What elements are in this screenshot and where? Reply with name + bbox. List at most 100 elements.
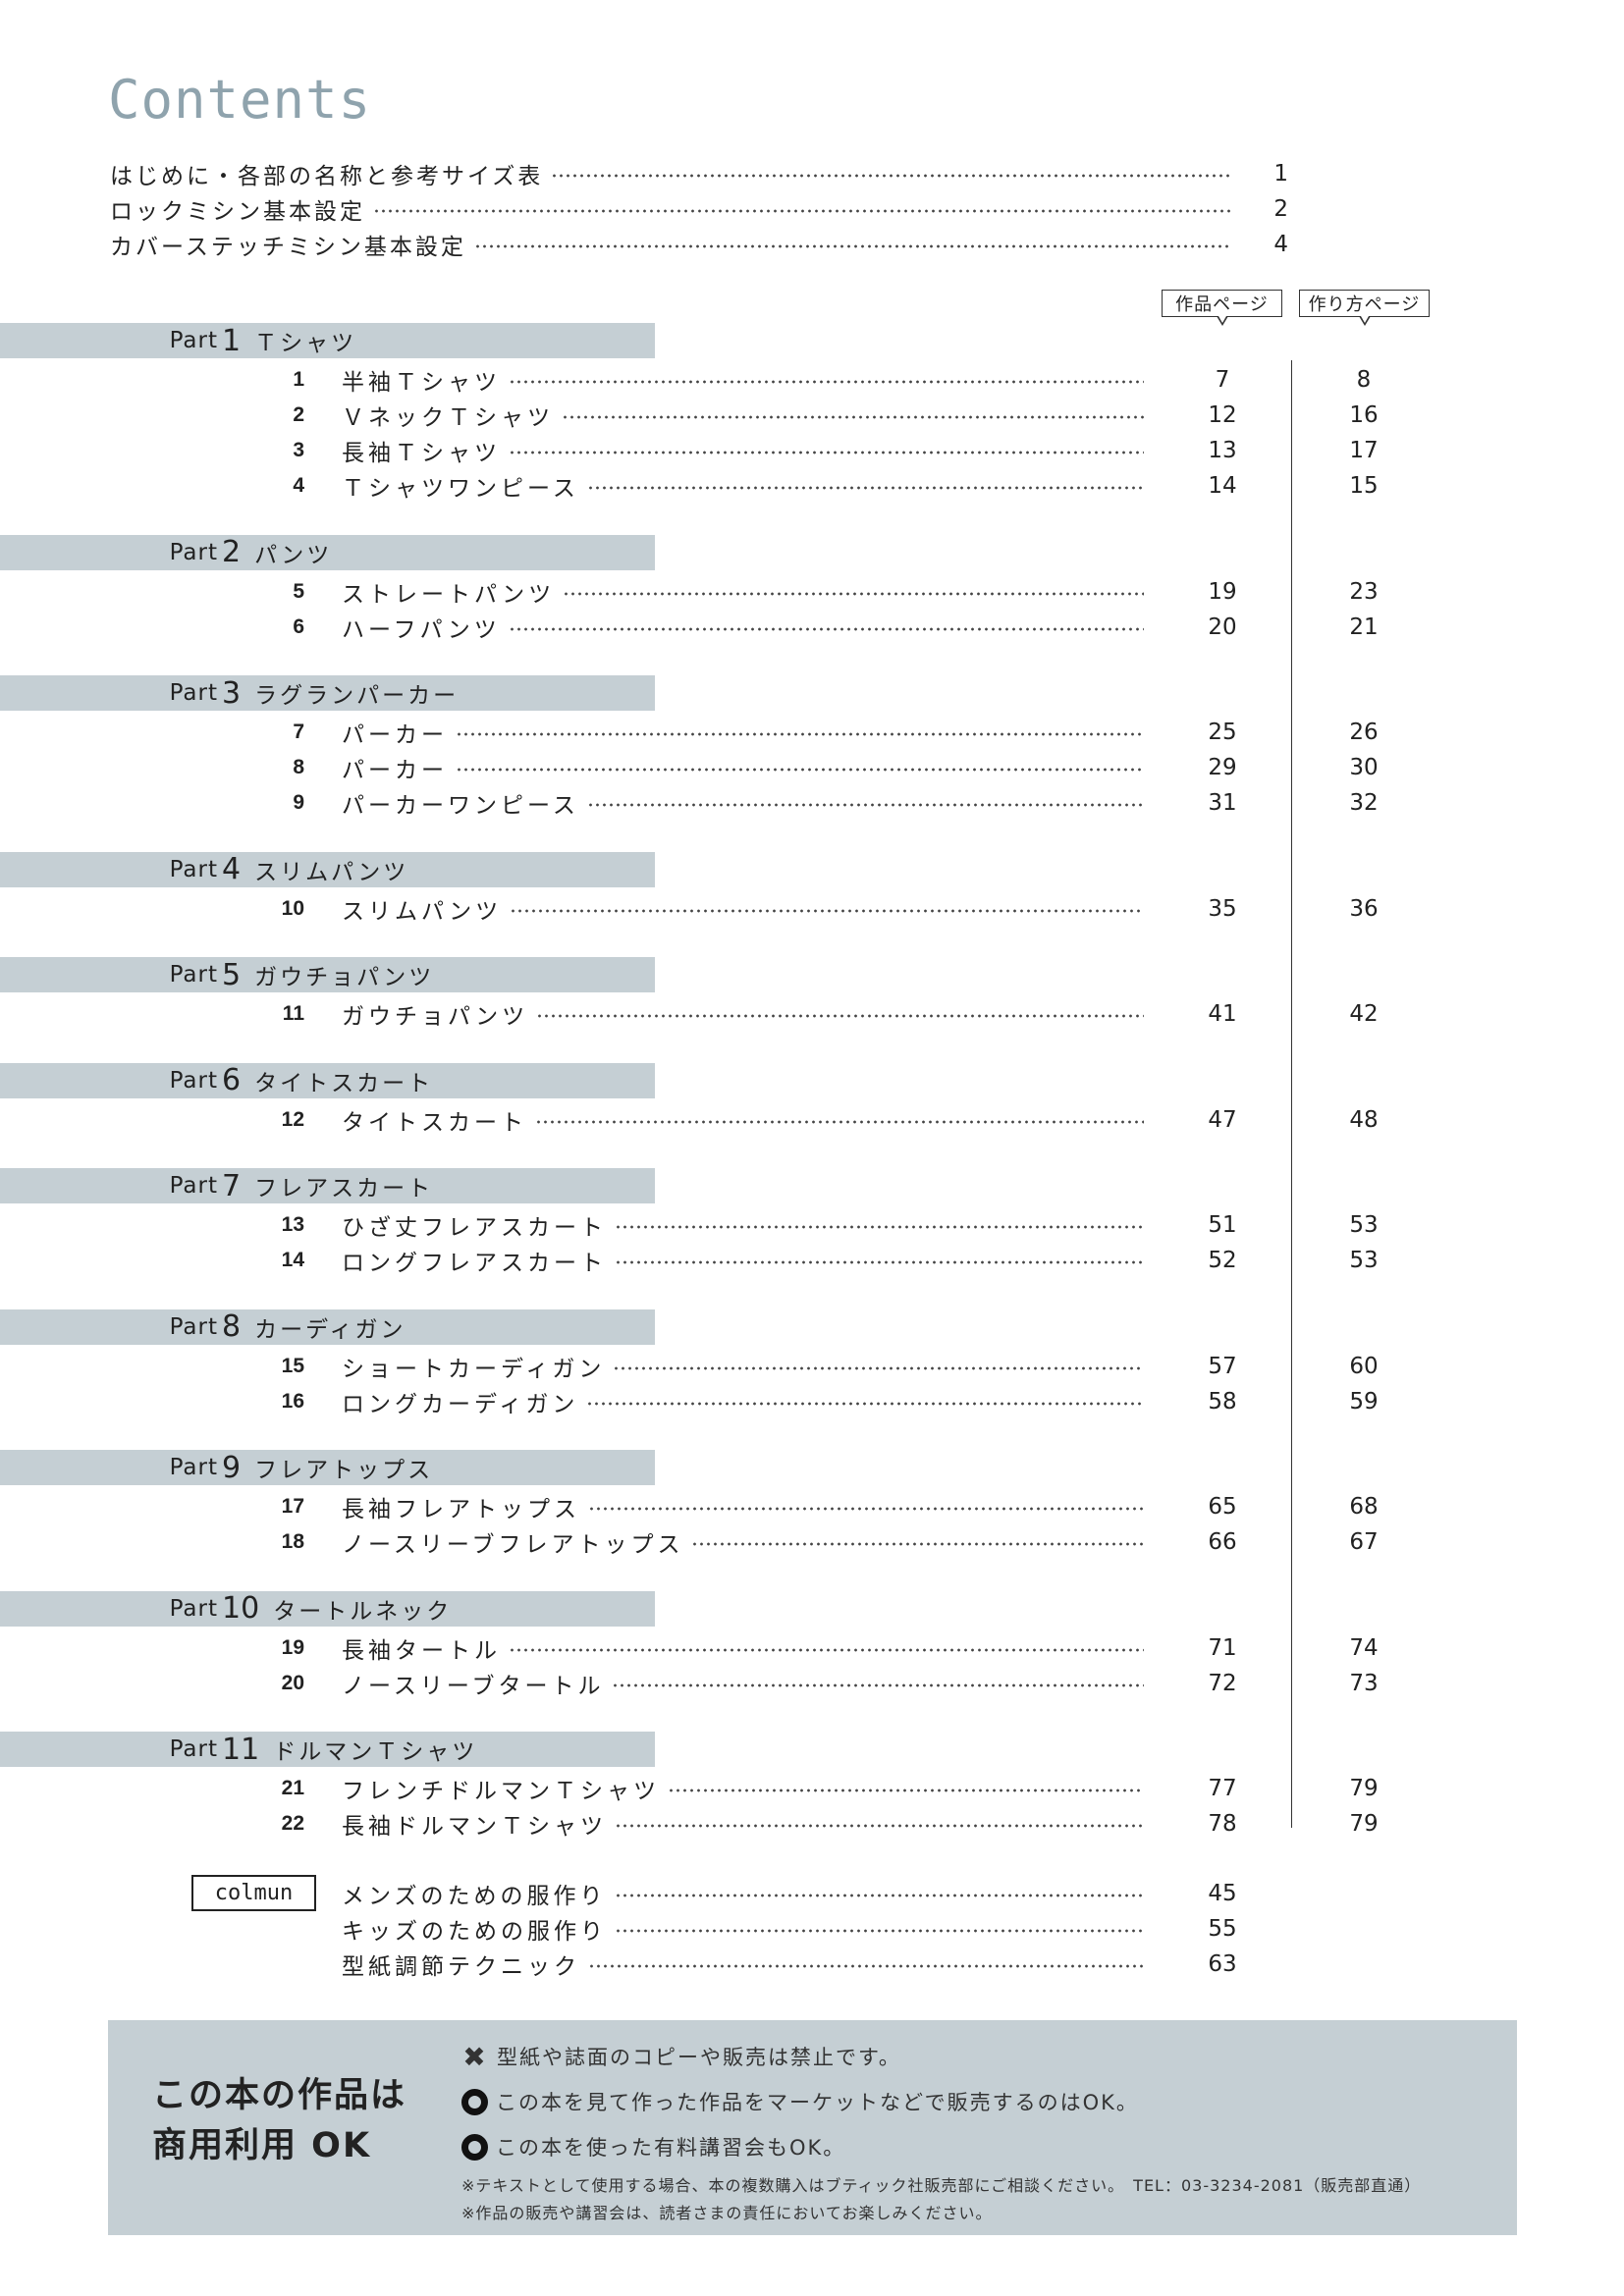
toc-item[interactable]: 4 Ｔシャツワンピース 14 15 xyxy=(0,468,1624,504)
work-page-number: 14 xyxy=(1208,473,1237,499)
part-title: タイトスカート xyxy=(254,1070,434,1096)
toc-item[interactable]: 3 長袖Ｔシャツ 13 17 xyxy=(0,433,1624,468)
item-number: 12 xyxy=(281,1107,304,1131)
column-item[interactable]: 型紙調節テクニック 63 xyxy=(0,1947,1624,1982)
part-header[interactable]: Part 2 パンツ xyxy=(0,534,655,570)
work-page-number: 66 xyxy=(1208,1529,1237,1555)
toc-item[interactable]: 9 パーカーワンピース 31 32 xyxy=(0,785,1624,821)
dot-leader xyxy=(588,1507,1144,1511)
toc-item[interactable]: 5 ストレートパンツ 19 23 xyxy=(0,574,1624,610)
item-number: 3 xyxy=(293,439,304,461)
item-title: ガウチョパンツ xyxy=(342,1004,529,1030)
column-item[interactable]: キッズのための服作り 55 xyxy=(0,1911,1624,1947)
toc-item[interactable]: 16 ロングカーディガン 58 59 xyxy=(0,1384,1624,1419)
notice-title-line2: 商用利用 OK xyxy=(152,2126,372,2165)
notice-title-line1: この本の作品は xyxy=(152,2076,407,2115)
circle-icon xyxy=(461,2133,488,2161)
toc-item[interactable]: 13 ひざ丈フレアスカート 51 53 xyxy=(0,1207,1624,1243)
part-header[interactable]: Part 11 ドルマンＴシャツ xyxy=(0,1732,655,1767)
part-header[interactable]: Part 7 フレアスカート xyxy=(0,1168,655,1203)
intro-item-page: 1 xyxy=(1273,161,1288,187)
toc-item[interactable]: 22 長袖ドルマンＴシャツ 78 79 xyxy=(0,1806,1624,1842)
howto-page-number: 60 xyxy=(1349,1353,1379,1379)
part-label: Part xyxy=(169,1595,218,1622)
toc-item[interactable]: 6 ハーフパンツ 20 21 xyxy=(0,610,1624,645)
item-title: 半袖Ｔシャツ xyxy=(342,370,501,396)
part-section: Part 5 ガウチョパンツ 11 ガウチョパンツ 41 42 xyxy=(0,957,1624,1032)
column-list: メンズのための服作り 45 キッズのための服作り 55 型紙調節テクニック 63 xyxy=(0,1876,1624,1982)
howto-page-number: 59 xyxy=(1349,1388,1379,1415)
dot-leader xyxy=(535,1119,1144,1124)
howto-page-number: 53 xyxy=(1349,1212,1379,1238)
page-title: Contents xyxy=(108,69,372,131)
part-label: Part xyxy=(169,539,218,565)
part-section: Part 6 タイトスカート 12 タイトスカート 47 48 xyxy=(0,1062,1624,1138)
part-header[interactable]: Part 5 ガウチョパンツ xyxy=(0,957,655,992)
howto-page-number: 17 xyxy=(1349,438,1379,463)
toc-item[interactable]: 2 ＶネックＴシャツ 12 16 xyxy=(0,398,1624,433)
item-title: ノースリーブフレアトップス xyxy=(342,1532,684,1558)
toc-item[interactable]: 20 ノースリーブタートル 72 73 xyxy=(0,1666,1624,1701)
toc-item[interactable]: 8 パーカー 29 30 xyxy=(0,750,1624,785)
intro-item[interactable]: はじめに・各部の名称と参考サイズ表 1 xyxy=(110,156,1288,191)
dot-leader xyxy=(588,1964,1144,1968)
howto-page-number: 79 xyxy=(1349,1776,1379,1801)
dot-leader xyxy=(510,908,1144,913)
column-item-title: キッズのための服作り xyxy=(342,1919,607,1945)
howto-page-number: 32 xyxy=(1349,790,1379,816)
part-header[interactable]: Part 10 タートルネック xyxy=(0,1590,655,1627)
part-section: Part 10 タートルネック 19 長袖タートル 71 74 20 ノースリー… xyxy=(0,1590,1624,1701)
howto-page-number: 73 xyxy=(1349,1670,1379,1696)
rule-item: この本を使った有料講習会もOK。 xyxy=(461,2124,1139,2169)
part-section: Part 2 パンツ 5 ストレートパンツ 19 23 6 ハーフパンツ 20 … xyxy=(0,534,1624,645)
dot-leader xyxy=(536,1014,1144,1018)
part-label: Part xyxy=(169,1173,218,1199)
part-header[interactable]: Part 1 Ｔシャツ xyxy=(0,323,655,358)
column-item[interactable]: メンズのための服作り 45 xyxy=(0,1876,1624,1911)
intro-item[interactable]: ロックミシン基本設定 2 xyxy=(110,191,1288,227)
commercial-use-notice: この本の作品は 商用利用 OK ✖ 型紙や誌面のコピーや販売は禁止です。 この本を… xyxy=(108,2020,1517,2235)
work-page-number: 12 xyxy=(1208,402,1237,428)
part-title: フレアスカート xyxy=(254,1176,434,1201)
toc-item[interactable]: 17 長袖フレアトップス 65 68 xyxy=(0,1489,1624,1524)
item-number: 13 xyxy=(281,1213,304,1236)
item-title: パーカーワンピース xyxy=(342,793,579,819)
howto-page-number: 26 xyxy=(1349,720,1379,745)
item-title: ショートカーディガン xyxy=(342,1356,606,1382)
part-label: Part xyxy=(169,1736,218,1762)
rule-text: この本を見て作った作品をマーケットなどで販売するのはOK。 xyxy=(496,2091,1139,2114)
toc-item[interactable]: 7 パーカー 25 26 xyxy=(0,715,1624,750)
intro-item[interactable]: カバーステッチミシン基本設定 4 xyxy=(110,227,1288,262)
toc-item[interactable]: 18 ノースリーブフレアトップス 66 67 xyxy=(0,1524,1624,1560)
item-number: 4 xyxy=(293,474,304,497)
toc-item[interactable]: 14 ロングフレアスカート 52 53 xyxy=(0,1243,1624,1278)
work-page-number: 52 xyxy=(1208,1248,1237,1273)
toc-item[interactable]: 12 タイトスカート 47 48 xyxy=(0,1102,1624,1138)
toc-item[interactable]: 21 フレンチドルマンＴシャツ 77 79 xyxy=(0,1771,1624,1806)
part-header[interactable]: Part 8 カーディガン xyxy=(0,1308,655,1345)
howto-page-number: 79 xyxy=(1349,1811,1379,1837)
part-header[interactable]: Part 3 ラグランパーカー xyxy=(0,675,655,711)
work-page-number: 20 xyxy=(1208,614,1237,640)
part-header[interactable]: Part 6 タイトスカート xyxy=(0,1062,655,1098)
item-number: 14 xyxy=(281,1249,304,1271)
dot-leader xyxy=(615,1824,1144,1828)
dot-leader xyxy=(668,1789,1144,1792)
work-page-number: 47 xyxy=(1208,1106,1237,1133)
dot-leader xyxy=(473,244,1231,248)
toc-item[interactable]: 11 ガウチョパンツ 41 42 xyxy=(0,996,1624,1032)
part-title: ラグランパーカー xyxy=(254,683,460,709)
part-section: Part 8 カーディガン 15 ショートカーディガン 57 60 16 ロング… xyxy=(0,1308,1624,1419)
part-header[interactable]: Part 9 フレアトップス xyxy=(0,1450,655,1485)
howto-page-number: 67 xyxy=(1349,1529,1379,1555)
dot-leader xyxy=(509,1647,1144,1652)
toc-item[interactable]: 19 長袖タートル 71 74 xyxy=(0,1630,1624,1666)
toc-item[interactable]: 15 ショートカーディガン 57 60 xyxy=(0,1349,1624,1384)
toc-item[interactable]: 10 スリムパンツ 35 36 xyxy=(0,891,1624,927)
part-title: カーディガン xyxy=(254,1316,406,1343)
work-page-number: 25 xyxy=(1208,720,1237,745)
howto-page-number: 74 xyxy=(1349,1634,1379,1661)
part-title: ガウチョパンツ xyxy=(254,965,435,990)
part-header[interactable]: Part 4 スリムパンツ xyxy=(0,851,655,887)
toc-item[interactable]: 1 半袖Ｔシャツ 7 8 xyxy=(0,362,1624,398)
